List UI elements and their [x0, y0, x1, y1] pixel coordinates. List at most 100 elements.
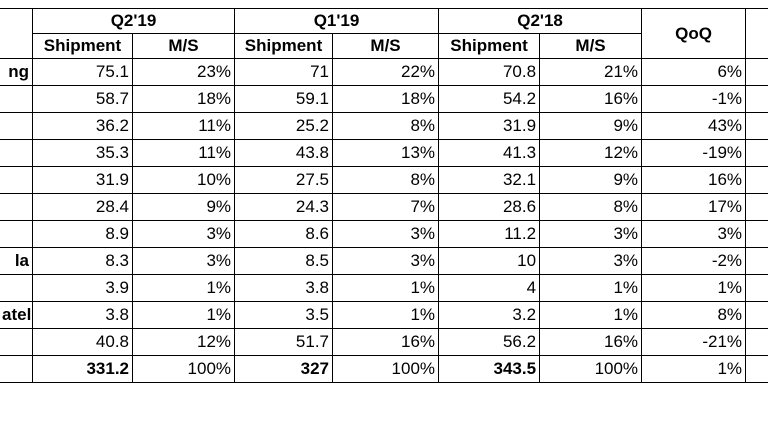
shipment-q2-19-cell[interactable]: 35.3 — [32, 139, 133, 167]
shipment-q1-19-cell[interactable]: 8.5 — [234, 247, 334, 275]
qoq-cell[interactable]: 1% — [641, 274, 747, 302]
empty-cell[interactable] — [745, 220, 768, 248]
vendor-name-cell[interactable] — [0, 139, 33, 167]
shipment-q2-18-cell[interactable]: 10 — [438, 247, 541, 275]
shipment-q1-19-cell[interactable]: 327 — [234, 355, 334, 383]
qoq-cell[interactable]: -21% — [641, 328, 747, 356]
ms-q2-19-cell[interactable]: 11% — [131, 112, 236, 140]
vendor-name-cell[interactable] — [0, 328, 33, 356]
shipment-q2-18-cell[interactable]: 41.3 — [438, 139, 541, 167]
ms-q2-19-cell[interactable]: 9% — [131, 193, 236, 221]
shipment-header-q2-18[interactable]: Shipment — [438, 33, 541, 59]
ms-q1-19-cell[interactable]: 3% — [332, 220, 440, 248]
shipment-q1-19-cell[interactable]: 3.5 — [234, 301, 334, 329]
shipment-q2-19-cell[interactable]: 331.2 — [32, 355, 133, 383]
vendor-name-cell[interactable]: atel — [0, 301, 33, 329]
shipment-q2-19-cell[interactable]: 40.8 — [32, 328, 133, 356]
qoq-header[interactable]: QoQ — [641, 8, 747, 59]
shipment-q1-19-cell[interactable]: 3.8 — [234, 274, 334, 302]
period-header-q2-18[interactable]: Q2'18 — [438, 8, 643, 34]
ms-q2-19-cell[interactable]: 3% — [131, 247, 236, 275]
shipment-q2-19-cell[interactable]: 36.2 — [32, 112, 133, 140]
shipment-q2-19-cell[interactable]: 28.4 — [32, 193, 133, 221]
vendor-name-cell[interactable] — [0, 355, 33, 383]
vendor-name-cell[interactable] — [0, 166, 33, 194]
shipment-q2-18-cell[interactable]: 11.2 — [438, 220, 541, 248]
shipment-q1-19-cell[interactable]: 71 — [234, 58, 334, 86]
ms-q1-19-cell[interactable]: 8% — [332, 166, 440, 194]
vendor-name-cell[interactable] — [0, 220, 33, 248]
shipment-q2-19-cell[interactable]: 8.9 — [32, 220, 133, 248]
ms-q2-18-cell[interactable]: 16% — [539, 328, 643, 356]
vendor-name-cell[interactable] — [0, 274, 33, 302]
ms-q2-19-cell[interactable]: 18% — [131, 85, 236, 113]
ms-q2-18-cell[interactable]: 100% — [539, 355, 643, 383]
ms-q2-19-cell[interactable]: 3% — [131, 220, 236, 248]
ms-q1-19-cell[interactable]: 16% — [332, 328, 440, 356]
shipment-q1-19-cell[interactable]: 43.8 — [234, 139, 334, 167]
ms-q2-19-cell[interactable]: 23% — [131, 58, 236, 86]
empty-header-cell[interactable] — [745, 8, 768, 59]
empty-cell[interactable] — [745, 274, 768, 302]
qoq-cell[interactable]: 43% — [641, 112, 747, 140]
corner-cell[interactable] — [0, 8, 33, 59]
shipment-q1-19-cell[interactable]: 51.7 — [234, 328, 334, 356]
ms-q2-19-cell[interactable]: 12% — [131, 328, 236, 356]
qoq-cell[interactable]: -1% — [641, 85, 747, 113]
shipment-q2-18-cell[interactable]: 32.1 — [438, 166, 541, 194]
empty-cell[interactable] — [745, 247, 768, 275]
shipment-q2-18-cell[interactable]: 3.2 — [438, 301, 541, 329]
ms-header-q1-19[interactable]: M/S — [332, 33, 440, 59]
shipment-q1-19-cell[interactable]: 25.2 — [234, 112, 334, 140]
ms-q2-18-cell[interactable]: 12% — [539, 139, 643, 167]
ms-q2-18-cell[interactable]: 1% — [539, 274, 643, 302]
ms-q1-19-cell[interactable]: 1% — [332, 301, 440, 329]
ms-header-q2-18[interactable]: M/S — [539, 33, 643, 59]
qoq-cell[interactable]: 17% — [641, 193, 747, 221]
qoq-cell[interactable]: -19% — [641, 139, 747, 167]
ms-q1-19-cell[interactable]: 1% — [332, 274, 440, 302]
ms-q2-18-cell[interactable]: 3% — [539, 247, 643, 275]
empty-cell[interactable] — [745, 355, 768, 383]
ms-q2-19-cell[interactable]: 11% — [131, 139, 236, 167]
vendor-name-cell[interactable] — [0, 85, 33, 113]
shipment-q2-19-cell[interactable]: 31.9 — [32, 166, 133, 194]
empty-cell[interactable] — [745, 112, 768, 140]
ms-q1-19-cell[interactable]: 8% — [332, 112, 440, 140]
shipment-q2-18-cell[interactable]: 54.2 — [438, 85, 541, 113]
shipment-q2-19-cell[interactable]: 58.7 — [32, 85, 133, 113]
vendor-name-cell[interactable] — [0, 193, 33, 221]
shipment-q2-18-cell[interactable]: 70.8 — [438, 58, 541, 86]
ms-q2-18-cell[interactable]: 16% — [539, 85, 643, 113]
shipment-header-q2-19[interactable]: Shipment — [32, 33, 133, 59]
shipment-q1-19-cell[interactable]: 24.3 — [234, 193, 334, 221]
vendor-name-cell[interactable] — [0, 112, 33, 140]
ms-q1-19-cell[interactable]: 22% — [332, 58, 440, 86]
shipment-q2-18-cell[interactable]: 31.9 — [438, 112, 541, 140]
shipment-q2-18-cell[interactable]: 343.5 — [438, 355, 541, 383]
ms-q2-18-cell[interactable]: 9% — [539, 112, 643, 140]
qoq-cell[interactable]: 3% — [641, 220, 747, 248]
vendor-name-cell[interactable]: la — [0, 247, 33, 275]
shipment-q2-18-cell[interactable]: 4 — [438, 274, 541, 302]
period-header-q2-19[interactable]: Q2'19 — [31, 8, 236, 34]
shipment-q1-19-cell[interactable]: 59.1 — [234, 85, 334, 113]
qoq-cell[interactable]: -2% — [641, 247, 747, 275]
ms-q1-19-cell[interactable]: 7% — [332, 193, 440, 221]
ms-q1-19-cell[interactable]: 3% — [332, 247, 440, 275]
empty-cell[interactable] — [745, 328, 768, 356]
ms-q2-18-cell[interactable]: 9% — [539, 166, 643, 194]
ms-q2-19-cell[interactable]: 100% — [131, 355, 236, 383]
ms-q1-19-cell[interactable]: 100% — [332, 355, 440, 383]
period-header-q1-19[interactable]: Q1'19 — [234, 8, 440, 34]
shipment-q2-19-cell[interactable]: 3.9 — [32, 274, 133, 302]
qoq-cell[interactable]: 6% — [641, 58, 747, 86]
ms-q2-19-cell[interactable]: 10% — [131, 166, 236, 194]
qoq-cell[interactable]: 1% — [641, 355, 747, 383]
ms-q2-18-cell[interactable]: 1% — [539, 301, 643, 329]
empty-cell[interactable] — [745, 301, 768, 329]
shipment-q2-18-cell[interactable]: 28.6 — [438, 193, 541, 221]
empty-cell[interactable] — [745, 166, 768, 194]
ms-q2-18-cell[interactable]: 8% — [539, 193, 643, 221]
ms-q2-18-cell[interactable]: 21% — [539, 58, 643, 86]
